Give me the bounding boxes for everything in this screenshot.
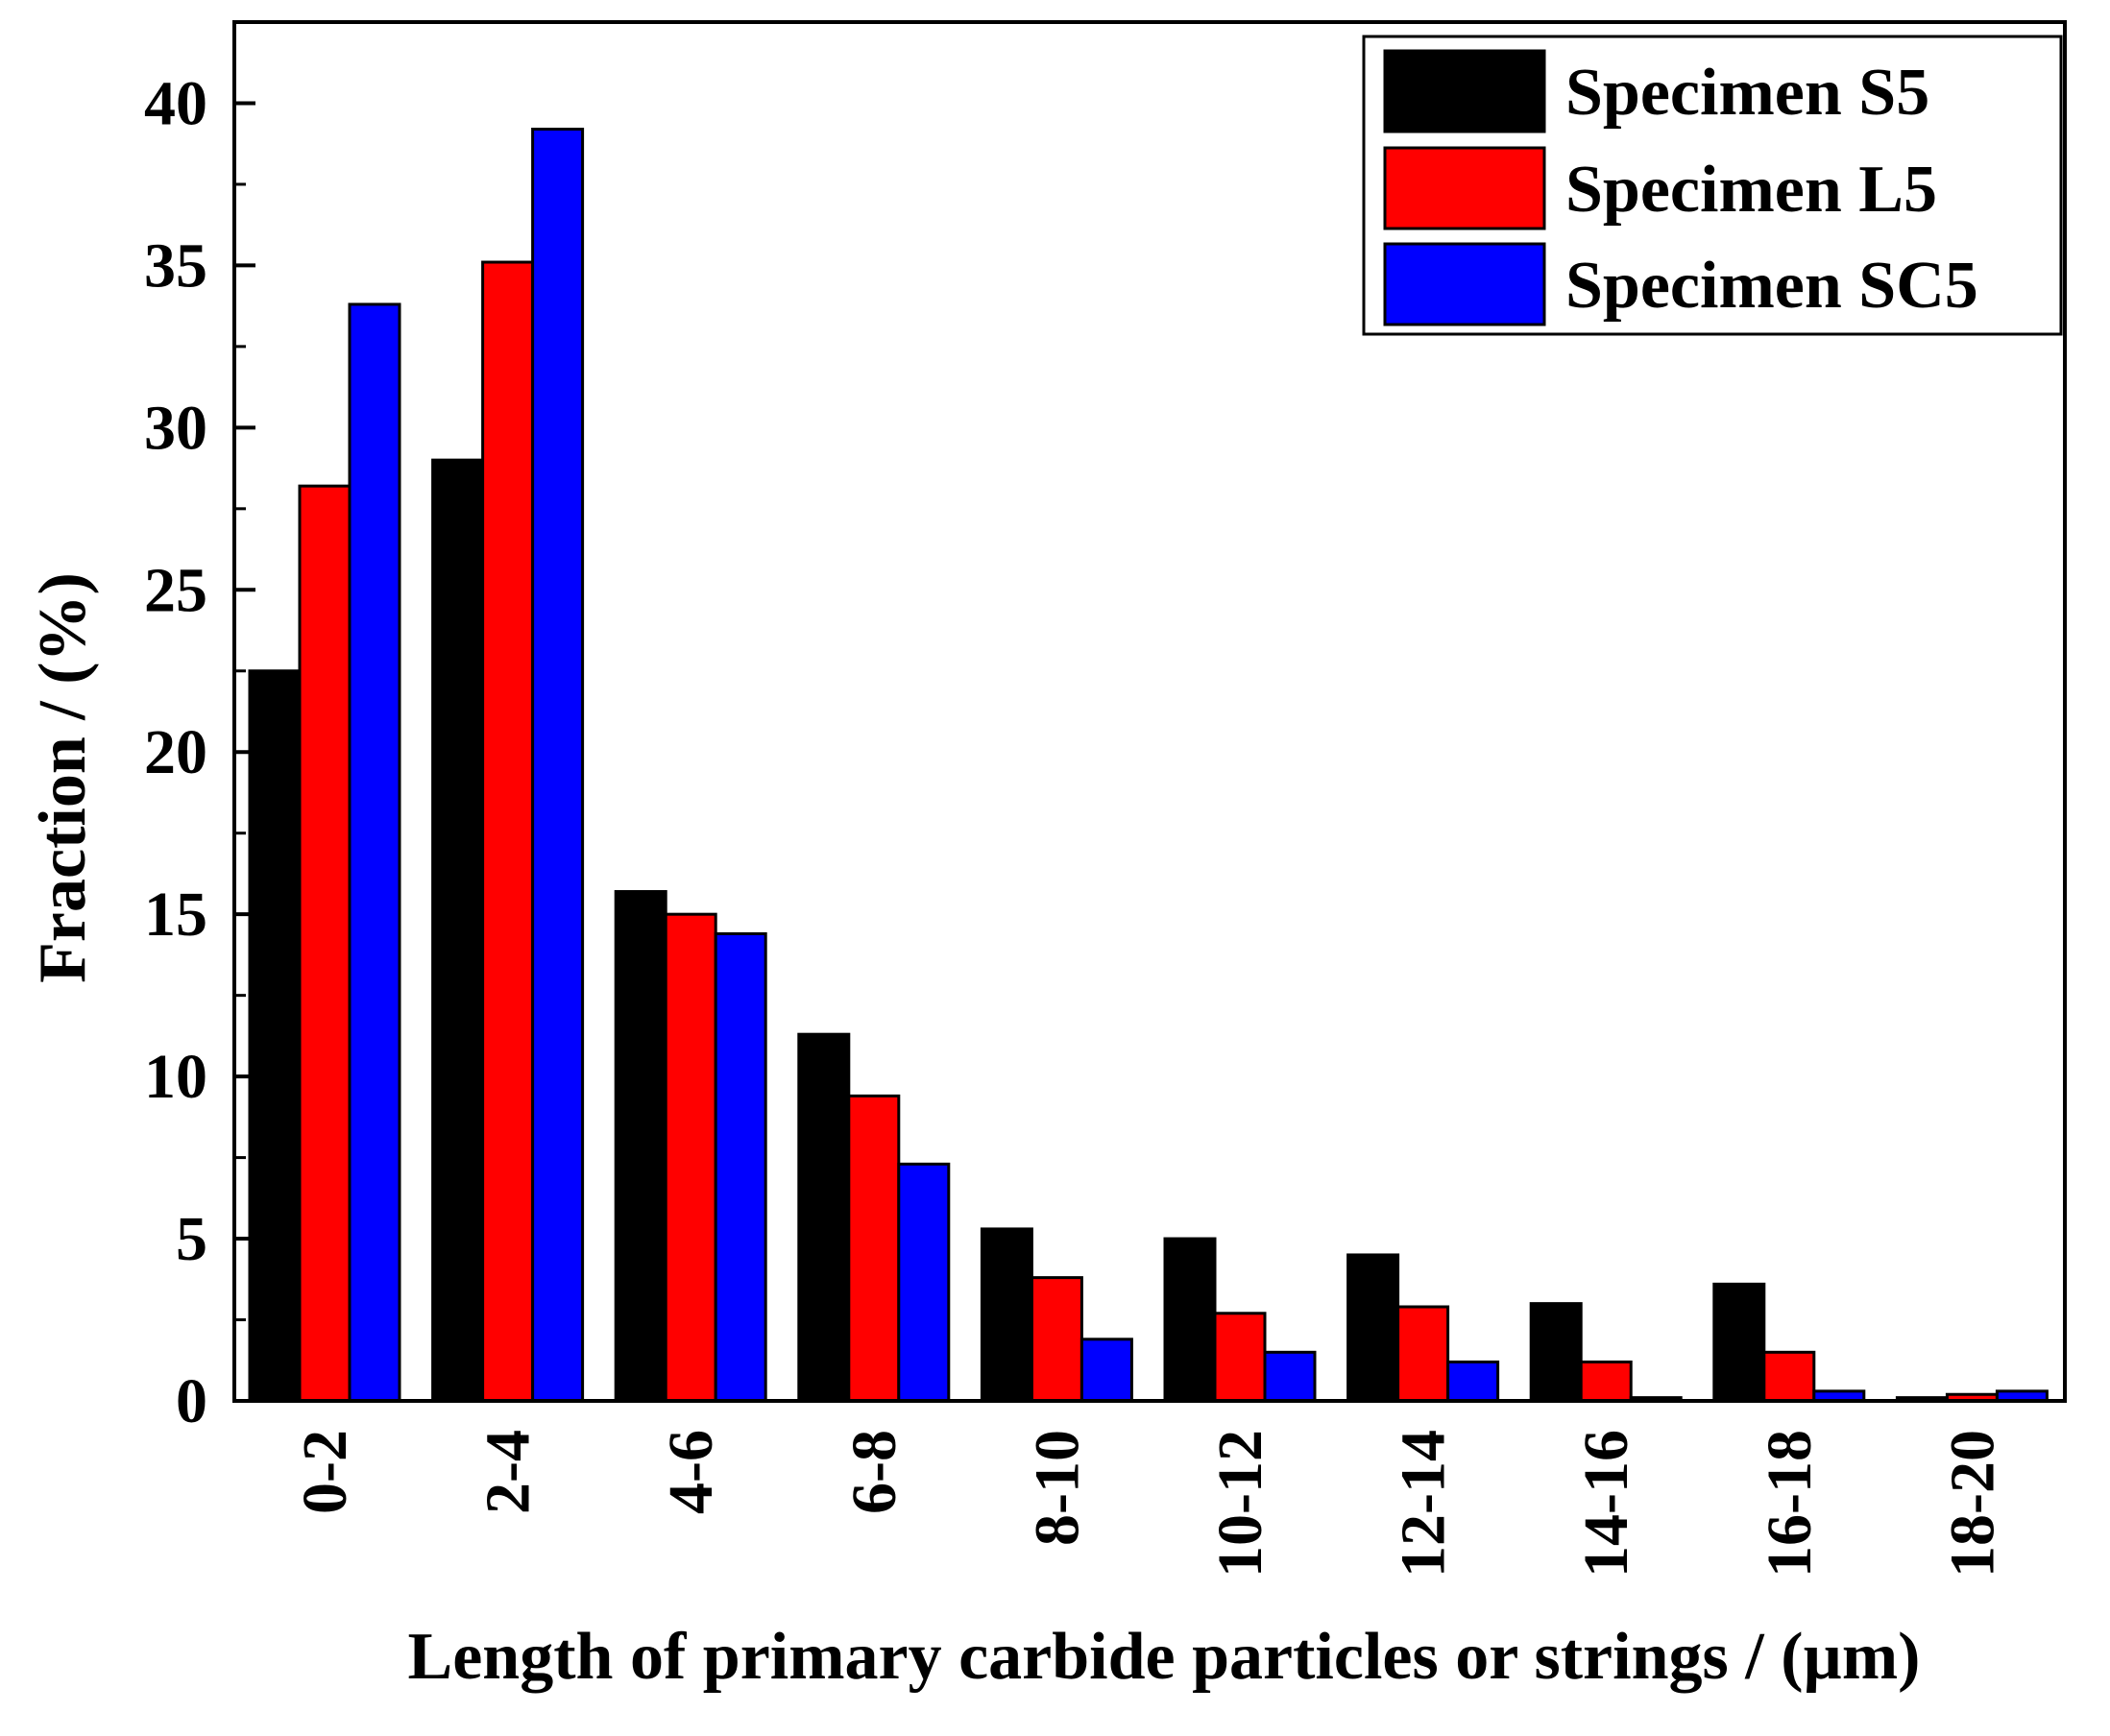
x-tick-label: 8-10 [1022, 1430, 1092, 1546]
bar [1762, 1350, 1816, 1403]
x-tick-label: 18-20 [1937, 1430, 2007, 1578]
bar [248, 669, 302, 1403]
bar [1263, 1350, 1317, 1403]
y-tick-label: 10 [144, 1042, 207, 1112]
y-tick-label: 40 [144, 68, 207, 138]
x-tick-label: 0-2 [290, 1430, 360, 1514]
y-tick-label: 5 [176, 1204, 207, 1274]
bar [714, 931, 767, 1403]
legend: Specimen S5 Specimen L5 Specimen SC5 [1362, 35, 2063, 336]
bar [1346, 1253, 1400, 1403]
x-tick-label: 2-4 [473, 1430, 544, 1514]
plot-frame [232, 20, 2067, 1403]
x-axis-title: Length of primary carbide particles or s… [408, 1620, 1921, 1694]
bar [614, 890, 667, 1403]
bar [298, 484, 352, 1403]
x-tick-label: 16-18 [1755, 1430, 1825, 1578]
bar [431, 458, 485, 1403]
bar [664, 912, 717, 1403]
x-tick-label: 6-8 [839, 1430, 909, 1514]
axes-layer: 0 5 10 15 20 25 30 35 40 0-2 2-4 4-6 6-8 8-10 10-12 12-… [144, 20, 2067, 1578]
bar [1529, 1302, 1583, 1403]
y-tick-label: 20 [144, 717, 207, 787]
bar [1712, 1282, 1766, 1403]
legend-label: Specimen L5 [1565, 153, 1937, 227]
x-tick-label: 12-14 [1389, 1430, 1459, 1578]
x-tick-label: 14-16 [1571, 1430, 1641, 1578]
y-axis-title: Fraction / (%) [26, 572, 100, 983]
bar [1163, 1237, 1217, 1403]
bar [1079, 1338, 1133, 1403]
bar [1446, 1360, 1500, 1403]
y-tick-label: 35 [144, 230, 207, 301]
bar [481, 260, 535, 1403]
x-tick-label: 10-12 [1205, 1430, 1275, 1578]
bar [348, 302, 401, 1403]
x-tick-label: 4-6 [656, 1430, 726, 1514]
y-tick-label: 15 [144, 880, 207, 950]
bar [1579, 1360, 1633, 1403]
bar [797, 1032, 851, 1403]
y-tick-label: 30 [144, 393, 207, 463]
legend-swatch [1383, 146, 1546, 230]
bar [1396, 1305, 1450, 1403]
legend-label: Specimen SC5 [1565, 249, 1978, 323]
legend-swatch [1383, 242, 1546, 326]
legend-swatch [1383, 49, 1546, 133]
bar [1030, 1276, 1083, 1403]
bar [1213, 1312, 1267, 1403]
bar [847, 1094, 901, 1403]
y-tick-label: 25 [144, 555, 207, 625]
y-tick-label: 0 [176, 1366, 207, 1436]
legend-label: Specimen S5 [1565, 56, 1929, 130]
bar [531, 128, 585, 1403]
bar [980, 1227, 1033, 1403]
bar [897, 1162, 951, 1403]
bars-layer [248, 128, 2049, 1403]
